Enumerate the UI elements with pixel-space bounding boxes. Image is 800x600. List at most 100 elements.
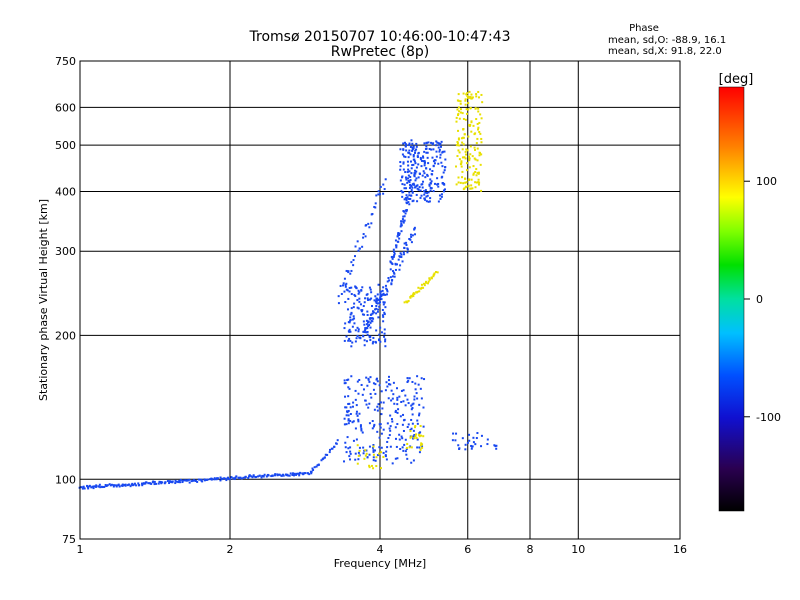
chart-title-line1: Tromsø 20150707 10:46:00-10:47:43 bbox=[249, 29, 511, 45]
data-point bbox=[347, 447, 350, 450]
data-point bbox=[364, 454, 367, 457]
data-point bbox=[291, 473, 294, 476]
data-point bbox=[456, 140, 459, 143]
data-point bbox=[428, 200, 431, 203]
data-point bbox=[379, 292, 382, 295]
data-point bbox=[357, 451, 360, 454]
data-point bbox=[405, 143, 408, 146]
data-point bbox=[147, 482, 150, 485]
data-point bbox=[291, 472, 294, 475]
data-point bbox=[356, 306, 359, 309]
data-point bbox=[404, 155, 407, 158]
data-point bbox=[468, 166, 471, 169]
data-point bbox=[405, 244, 408, 247]
data-point bbox=[399, 179, 402, 182]
data-point bbox=[374, 449, 377, 452]
data-point bbox=[121, 484, 124, 487]
data-point bbox=[374, 206, 377, 209]
data-point bbox=[385, 287, 388, 290]
data-point bbox=[477, 126, 480, 129]
data-point bbox=[343, 290, 346, 293]
data-point bbox=[396, 457, 399, 460]
data-point bbox=[439, 145, 442, 148]
data-point bbox=[358, 300, 361, 303]
data-point bbox=[407, 174, 410, 177]
data-point bbox=[394, 262, 397, 265]
data-point bbox=[347, 409, 350, 412]
data-point bbox=[396, 411, 399, 414]
data-point bbox=[378, 384, 381, 387]
data-point bbox=[372, 382, 375, 385]
data-point bbox=[250, 475, 253, 478]
data-point bbox=[442, 190, 445, 193]
data-point bbox=[356, 240, 359, 243]
data-point bbox=[157, 482, 160, 485]
data-point bbox=[347, 419, 350, 422]
data-point bbox=[478, 121, 481, 124]
data-point bbox=[460, 137, 463, 140]
data-point bbox=[215, 478, 218, 481]
data-point bbox=[411, 413, 414, 416]
data-point bbox=[344, 441, 347, 444]
data-point bbox=[352, 306, 355, 309]
data-point bbox=[362, 452, 365, 455]
data-point bbox=[367, 378, 370, 381]
data-point bbox=[379, 185, 382, 188]
data-point bbox=[247, 476, 250, 479]
data-point bbox=[361, 286, 364, 289]
data-point bbox=[461, 141, 464, 144]
data-point bbox=[351, 405, 354, 408]
colorbar-tick-label: -100 bbox=[756, 411, 781, 424]
data-point bbox=[470, 184, 473, 187]
data-point bbox=[410, 189, 413, 192]
data-point bbox=[474, 170, 477, 173]
x-tick-label: 8 bbox=[527, 543, 534, 556]
data-point bbox=[478, 181, 481, 184]
data-point bbox=[410, 427, 413, 430]
data-point bbox=[368, 323, 371, 326]
data-point bbox=[350, 311, 353, 314]
data-point bbox=[412, 437, 415, 440]
data-point bbox=[363, 449, 366, 452]
data-point bbox=[436, 177, 439, 180]
data-point bbox=[437, 185, 440, 188]
colorbar-label: [deg] bbox=[719, 72, 754, 87]
data-point bbox=[390, 399, 393, 402]
data-point bbox=[384, 340, 387, 343]
data-point bbox=[475, 142, 478, 145]
data-point bbox=[408, 194, 411, 197]
data-point bbox=[404, 171, 407, 174]
data-point bbox=[393, 252, 396, 255]
data-point bbox=[379, 290, 382, 293]
data-point bbox=[430, 276, 433, 279]
data-point bbox=[392, 381, 395, 384]
data-point bbox=[465, 181, 468, 184]
data-point bbox=[256, 475, 259, 478]
data-point bbox=[387, 383, 390, 386]
data-point bbox=[376, 293, 379, 296]
data-point bbox=[386, 280, 389, 283]
data-point bbox=[438, 194, 441, 197]
data-point bbox=[348, 387, 351, 390]
data-point bbox=[412, 429, 415, 432]
data-point bbox=[409, 145, 412, 148]
data-point bbox=[349, 330, 352, 333]
data-point bbox=[425, 145, 428, 148]
data-point bbox=[474, 443, 477, 446]
data-point bbox=[402, 220, 405, 223]
data-point bbox=[124, 483, 127, 486]
data-point bbox=[389, 429, 392, 432]
data-point bbox=[467, 135, 470, 138]
data-point bbox=[457, 106, 460, 109]
data-point bbox=[386, 290, 389, 293]
data-point bbox=[438, 143, 441, 146]
data-point bbox=[480, 445, 483, 448]
data-point bbox=[475, 118, 478, 121]
data-point bbox=[366, 384, 369, 387]
data-point bbox=[299, 471, 302, 474]
data-point bbox=[97, 485, 100, 488]
data-point bbox=[406, 381, 409, 384]
data-point bbox=[380, 467, 383, 470]
data-point bbox=[390, 283, 393, 286]
data-point bbox=[358, 378, 361, 381]
